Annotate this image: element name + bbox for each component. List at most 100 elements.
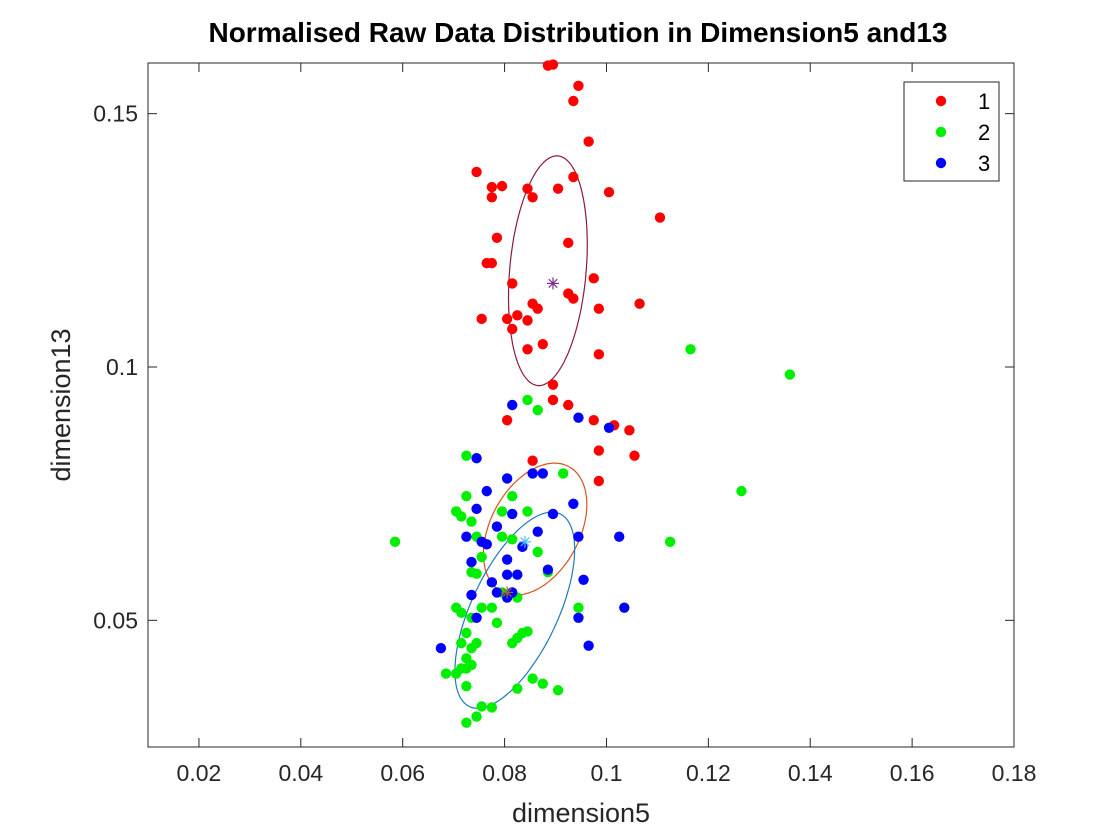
data-point-series-1	[547, 379, 559, 390]
data-point-series-3	[573, 612, 584, 623]
data-point-series-2	[527, 673, 538, 684]
data-point-series-2	[450, 668, 462, 679]
data-point-series-3	[619, 602, 630, 613]
cluster-ellipse	[454, 511, 576, 709]
data-point-series-2	[471, 568, 482, 579]
data-point-series-1	[522, 315, 533, 326]
legend-label: 3	[978, 151, 990, 176]
data-point-series-1	[527, 455, 538, 466]
legend-marker	[935, 95, 947, 107]
data-point-series-3	[573, 531, 584, 542]
data-point-series-1	[476, 313, 487, 325]
data-point-series-1	[491, 232, 503, 243]
data-point-series-1	[547, 394, 559, 406]
data-point-series-1	[532, 303, 543, 314]
legend: 1 2 3	[903, 81, 1000, 182]
data-point-series-2	[471, 711, 482, 722]
data-point-series-1	[501, 313, 513, 325]
data-point-series-2	[507, 534, 518, 545]
plot-area: 0.02 0.04 0.06 0.08 0.1 0.12 0.14 0.16 0.180.050…	[93, 59, 1036, 786]
data-point-series-3	[507, 399, 518, 411]
cluster-ellipse	[507, 155, 588, 387]
x-axis-label: dimension5	[512, 798, 650, 828]
data-point-series-1	[603, 187, 615, 198]
data-point-series-1	[471, 166, 482, 178]
data-point-series-2	[476, 701, 487, 712]
x-tick-label: 0.06	[380, 760, 425, 786]
data-point-series-1	[563, 237, 574, 249]
x-tick-label: 0.02	[177, 760, 222, 786]
x-tick-label: 0.18	[992, 760, 1037, 786]
data-point-series-2	[557, 468, 569, 479]
data-point-series-2	[496, 531, 508, 542]
data-point-series-2	[736, 485, 747, 497]
data-point-series-2	[456, 607, 467, 618]
legend-label: 2	[978, 120, 990, 145]
data-point-series-2	[532, 546, 543, 558]
data-point-series-1	[624, 425, 635, 436]
data-point-series-2	[486, 702, 498, 713]
data-point-series-2	[573, 602, 584, 613]
data-point-series-2	[456, 511, 467, 522]
data-point-series-2	[784, 369, 796, 380]
data-point-series-2	[389, 536, 401, 547]
data-point-series-2	[522, 626, 533, 637]
data-point-series-2	[461, 663, 472, 674]
data-point-series-3	[491, 521, 503, 532]
y-axis-label: dimension13	[46, 328, 76, 481]
data-point-series-1	[588, 415, 599, 426]
data-point-series-1	[593, 475, 605, 487]
data-point-series-3	[537, 468, 548, 479]
data-point-series-3	[486, 577, 498, 588]
centroid-marker	[518, 535, 531, 548]
data-point-series-1	[568, 171, 579, 183]
data-point-series-3	[501, 569, 513, 580]
data-point-series-2	[476, 551, 487, 563]
data-point-series-3	[547, 508, 559, 520]
data-point-series-3	[603, 422, 615, 433]
data-point-series-1	[522, 344, 533, 355]
data-point-series-2	[461, 627, 472, 639]
data-point-series-2	[471, 637, 482, 649]
x-tick-label: 0.08	[482, 760, 527, 786]
data-point-series-2	[522, 394, 533, 406]
data-point-series-3	[466, 556, 477, 568]
data-point-series-3	[527, 468, 538, 479]
data-point-series-3	[491, 587, 503, 598]
data-point-series-2	[461, 450, 472, 461]
data-point-series-1	[563, 399, 574, 411]
data-point-series-3	[568, 498, 579, 509]
chart-title: Normalised Raw Data Distribution in Dime…	[208, 17, 947, 48]
x-tick-label: 0.12	[686, 760, 731, 786]
axes-box	[147, 62, 1015, 748]
data-point-series-3	[461, 531, 472, 542]
data-point-series-2	[552, 685, 564, 696]
data-point-series-3	[578, 574, 589, 585]
data-point-series-1	[573, 80, 584, 92]
data-point-series-3	[583, 640, 594, 651]
data-point-series-1	[547, 59, 559, 70]
data-point-series-1	[512, 310, 523, 321]
data-point-series-1	[593, 445, 605, 456]
data-point-series-1	[507, 278, 518, 289]
data-point-series-3	[466, 589, 477, 601]
data-point-series-2	[461, 491, 472, 502]
legend-box	[903, 81, 1000, 182]
data-point-series-2	[522, 506, 533, 517]
data-point-series-1	[501, 415, 513, 426]
data-point-series-1	[496, 180, 508, 192]
data-point-series-3	[512, 569, 523, 580]
data-point-series-1	[629, 450, 640, 461]
data-point-series-3	[481, 485, 492, 497]
data-point-series-3	[532, 526, 543, 537]
x-tick-label: 0.04	[278, 760, 323, 786]
data-point-series-1	[552, 183, 564, 194]
data-point-series-2	[456, 637, 467, 649]
data-point-series-2	[461, 681, 472, 692]
data-point-series-3	[481, 539, 492, 550]
y-tick-label: 0.05	[93, 607, 138, 633]
data-point-series-1	[634, 298, 645, 309]
data-point-series-1	[568, 95, 579, 107]
data-point-series-3	[471, 503, 482, 515]
data-point-series-2	[685, 344, 696, 355]
